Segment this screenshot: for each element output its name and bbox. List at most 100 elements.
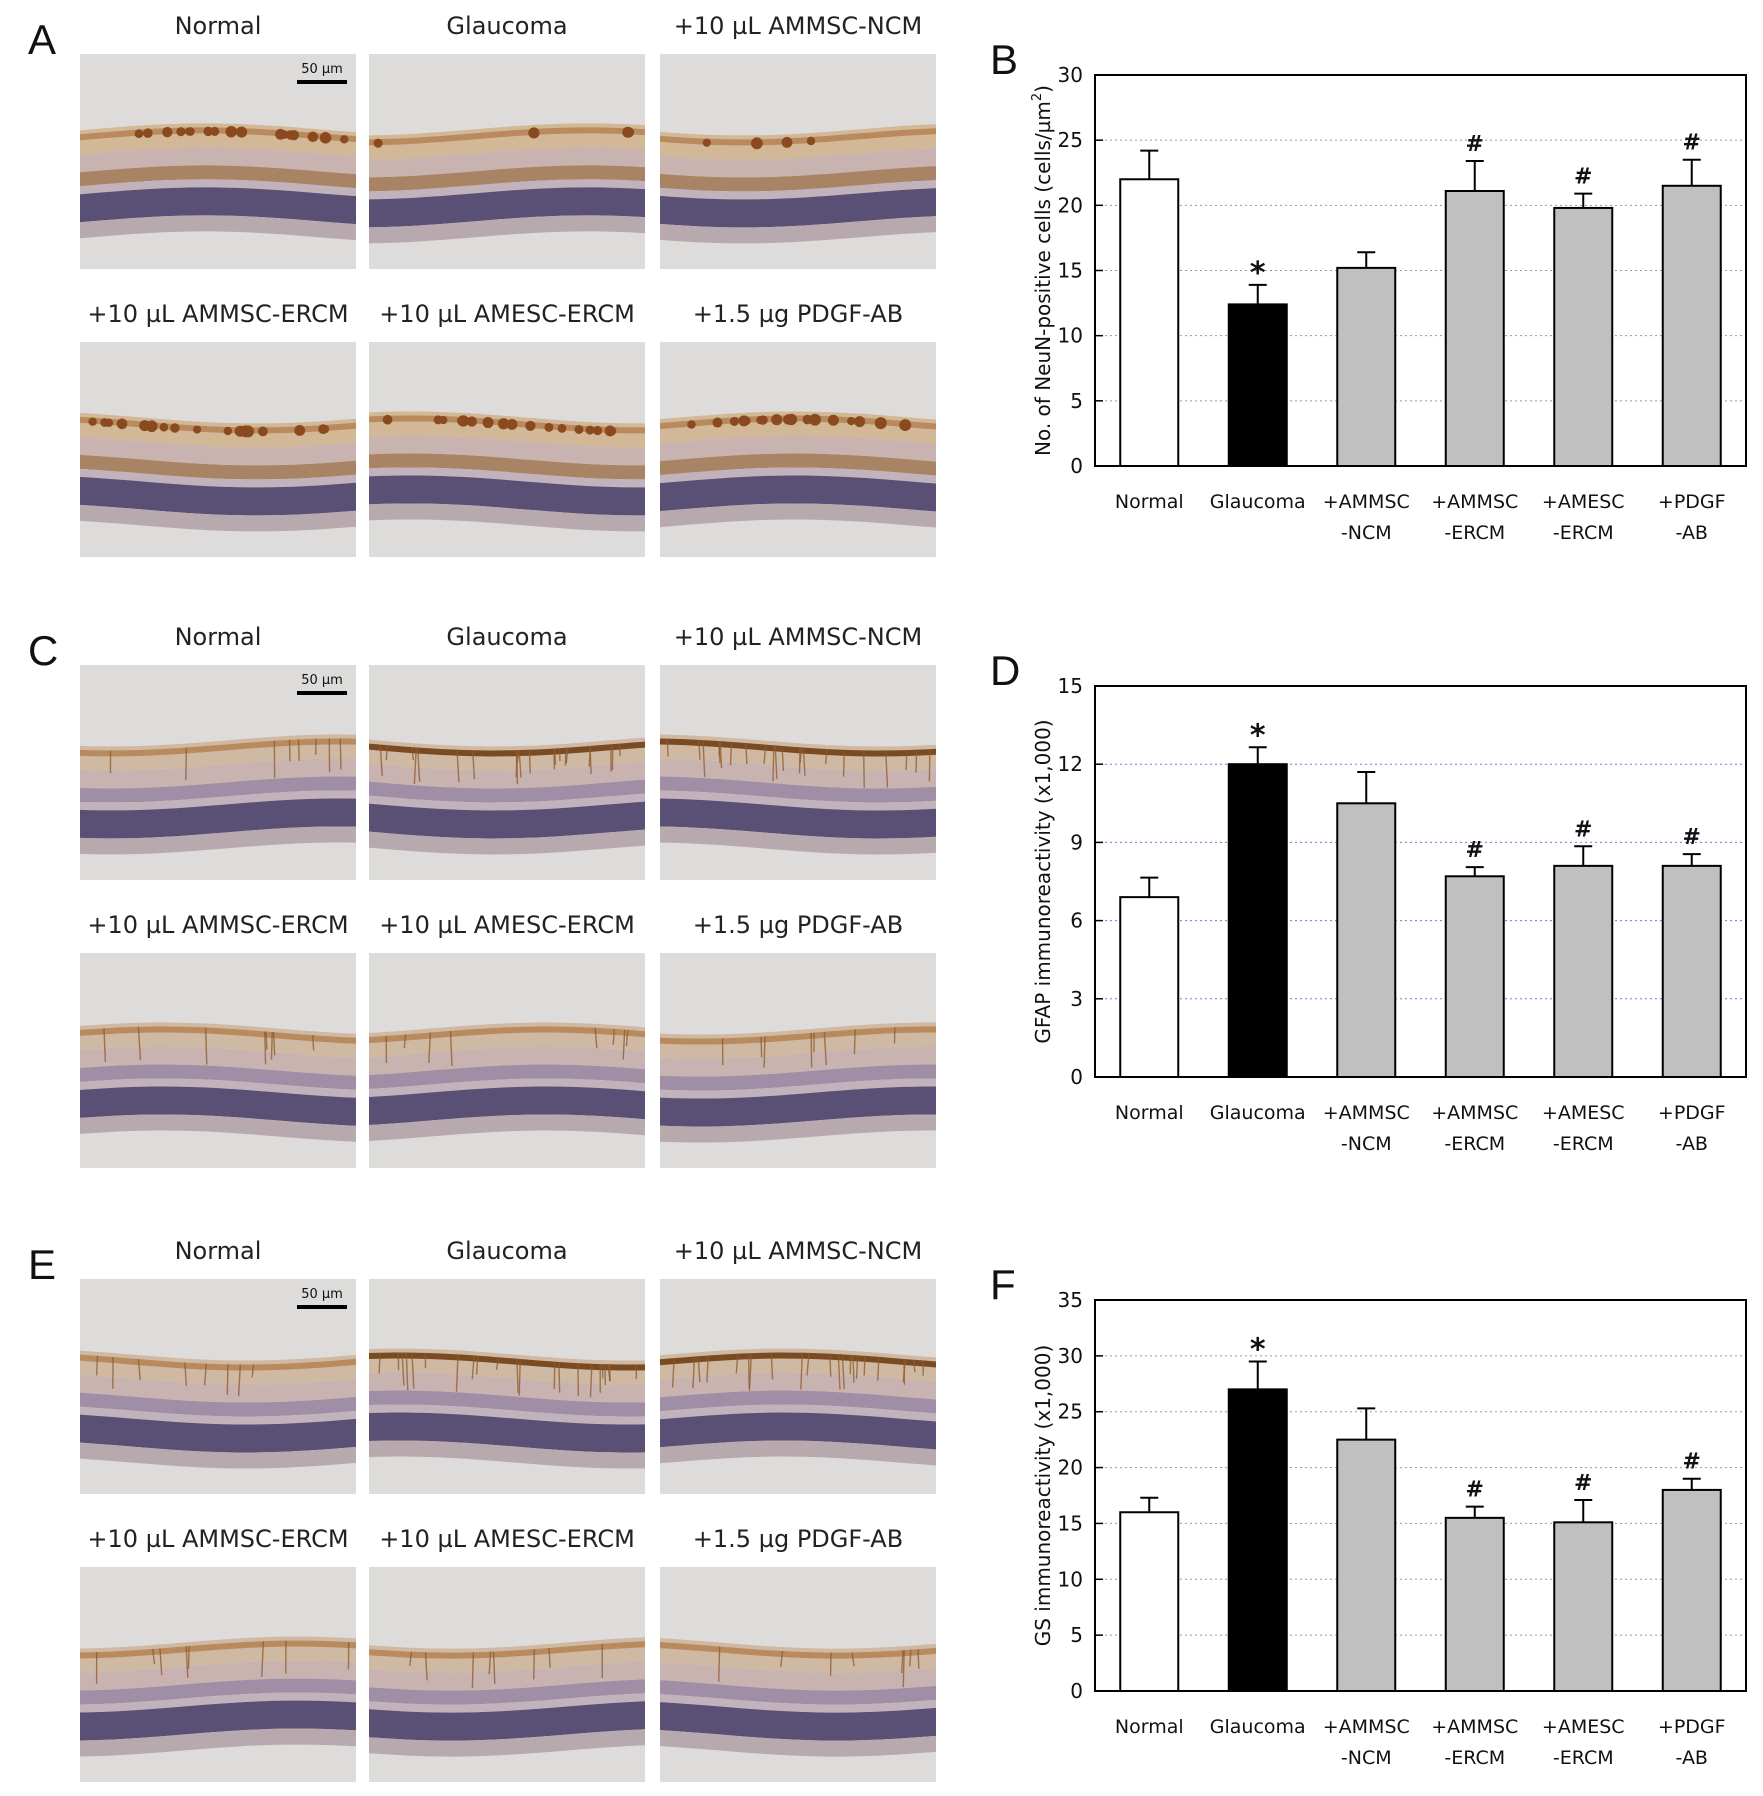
glial-process-mark bbox=[806, 1352, 810, 1376]
glial-process-mark bbox=[928, 749, 931, 782]
inner-plexiform-layer bbox=[369, 1661, 645, 1691]
bar bbox=[1227, 763, 1288, 1078]
glial-process-mark bbox=[915, 749, 918, 773]
glial-process-mark bbox=[237, 1364, 242, 1397]
micrograph-caption: +10 µL AMESC-ERCM bbox=[379, 911, 635, 939]
bar bbox=[1119, 178, 1180, 467]
inner-limiting-band bbox=[80, 1026, 356, 1044]
retina-section-illustration bbox=[369, 123, 645, 244]
outer-nuclear-layer bbox=[369, 801, 645, 839]
retina-section-illustration bbox=[660, 411, 936, 528]
inner-limiting-band bbox=[660, 415, 936, 430]
scale-bar-label: 50 µm bbox=[301, 673, 343, 688]
bar bbox=[1444, 1516, 1505, 1693]
glial-process-mark bbox=[763, 1036, 766, 1068]
y-tick-label: 0 bbox=[1070, 1065, 1083, 1089]
outer-plexiform-layer bbox=[369, 1404, 645, 1425]
category-label: -AB bbox=[1676, 1133, 1708, 1155]
glial-process-mark bbox=[917, 1649, 920, 1669]
inner-nuclear-layer bbox=[80, 1678, 356, 1705]
glial-process-mark bbox=[855, 1355, 859, 1379]
glial-process-mark bbox=[760, 1036, 763, 1058]
outer-plexiform-layer bbox=[660, 1078, 936, 1099]
retina-micrograph bbox=[660, 1279, 936, 1494]
plot-frame bbox=[1094, 685, 1747, 1078]
ganglion-cell-mark bbox=[809, 413, 822, 426]
glial-process-mark bbox=[702, 740, 706, 777]
inner-plexiform-layer bbox=[660, 148, 936, 178]
y-tick-label: 10 bbox=[1058, 324, 1083, 348]
inner-plexiform-layer bbox=[80, 1046, 356, 1076]
glial-process-mark bbox=[488, 1651, 492, 1675]
micrograph-caption: +10 µL AMMSC-NCM bbox=[673, 1237, 923, 1265]
inner-limiting-band bbox=[660, 1352, 936, 1368]
category-label: Glaucoma bbox=[1210, 491, 1306, 513]
category-label: Normal bbox=[1115, 491, 1184, 513]
retina-section-illustration bbox=[80, 1350, 356, 1469]
outer-nuclear-layer bbox=[80, 187, 356, 225]
glial-process-mark bbox=[853, 1029, 856, 1055]
bar bbox=[1661, 184, 1722, 468]
retina-micrograph bbox=[660, 665, 936, 880]
bar bbox=[1553, 1521, 1614, 1692]
inner-plexiform-layer bbox=[80, 1660, 356, 1691]
glial-process-mark bbox=[516, 1358, 519, 1393]
significance-hash: # bbox=[1574, 1471, 1592, 1496]
glial-process-mark bbox=[518, 1359, 521, 1396]
glial-process-mark bbox=[449, 1030, 453, 1066]
photoreceptor-layer bbox=[660, 1440, 936, 1466]
ganglion-cell-mark bbox=[193, 425, 202, 434]
inner-plexiform-layer bbox=[660, 758, 936, 789]
glial-process-mark bbox=[137, 1026, 142, 1061]
significance-hash: # bbox=[1466, 132, 1484, 157]
retina-micrograph bbox=[80, 1567, 356, 1782]
category-label: Glaucoma bbox=[1210, 1716, 1306, 1738]
glial-process-mark bbox=[471, 1355, 475, 1380]
inner-plexiform-layer bbox=[660, 1662, 936, 1691]
ganglion-cell-mark bbox=[88, 417, 97, 426]
glial-process-mark bbox=[553, 748, 557, 765]
bar-chart-d: 0 3 6 9 12 15 Normal * Glaucoma +AMMSC -NCM # +AMMSC… bbox=[1031, 674, 1747, 1155]
ganglion-cell-mark bbox=[687, 420, 696, 429]
glial-process-mark bbox=[151, 1648, 156, 1665]
scale-bar-label: 50 µm bbox=[301, 62, 343, 77]
ganglion-cell-mark bbox=[307, 131, 319, 143]
inner-nuclear-layer bbox=[369, 1679, 645, 1705]
retina-micrograph bbox=[660, 54, 936, 269]
outer-nuclear-layer bbox=[369, 1412, 645, 1453]
glial-process-mark bbox=[885, 750, 889, 788]
outer-plexiform-layer bbox=[80, 179, 356, 197]
category-label: -ERCM bbox=[1553, 1133, 1614, 1155]
significance-hash: # bbox=[1683, 131, 1701, 156]
retina-micrograph bbox=[80, 953, 356, 1168]
glial-process-mark bbox=[729, 741, 733, 766]
category-label: +AMMSC bbox=[1323, 491, 1410, 513]
glial-process-mark bbox=[297, 739, 300, 761]
ganglion-cell-mark bbox=[210, 126, 220, 136]
glial-process-mark bbox=[339, 738, 342, 770]
outer-nuclear-layer bbox=[369, 187, 645, 228]
ganglion-cell-mark bbox=[771, 414, 783, 426]
glial-process-mark bbox=[909, 1649, 912, 1667]
outer-nuclear-layer bbox=[80, 798, 356, 839]
category-label: -NCM bbox=[1341, 1133, 1392, 1155]
panel-letter-c: C bbox=[28, 627, 59, 674]
glial-process-mark bbox=[416, 747, 421, 782]
category-label: -ERCM bbox=[1553, 522, 1614, 544]
y-tick-label: 5 bbox=[1070, 1623, 1083, 1647]
micrograph-caption: Glaucoma bbox=[446, 12, 568, 40]
glial-process-mark bbox=[184, 1362, 188, 1386]
inner-plexiform-layer bbox=[660, 1372, 936, 1400]
micrograph-caption: Normal bbox=[174, 1237, 262, 1265]
outer-nuclear-layer bbox=[80, 1414, 356, 1453]
glial-process-mark bbox=[565, 747, 569, 764]
ganglion-cell-mark bbox=[756, 415, 765, 425]
y-tick-label: 15 bbox=[1058, 674, 1083, 698]
glial-process-mark bbox=[272, 1032, 276, 1056]
outer-nuclear-layer bbox=[80, 476, 356, 516]
micrograph-caption: Glaucoma bbox=[446, 623, 568, 651]
inner-nuclear-layer bbox=[80, 1064, 356, 1090]
outer-plexiform-layer bbox=[80, 1406, 356, 1425]
bar-chart-b: 0 5 10 15 20 25 30 Normal * Glaucoma +AMMSC -NCM # +A… bbox=[1030, 63, 1747, 544]
significance-asterisk: * bbox=[1250, 1332, 1266, 1367]
